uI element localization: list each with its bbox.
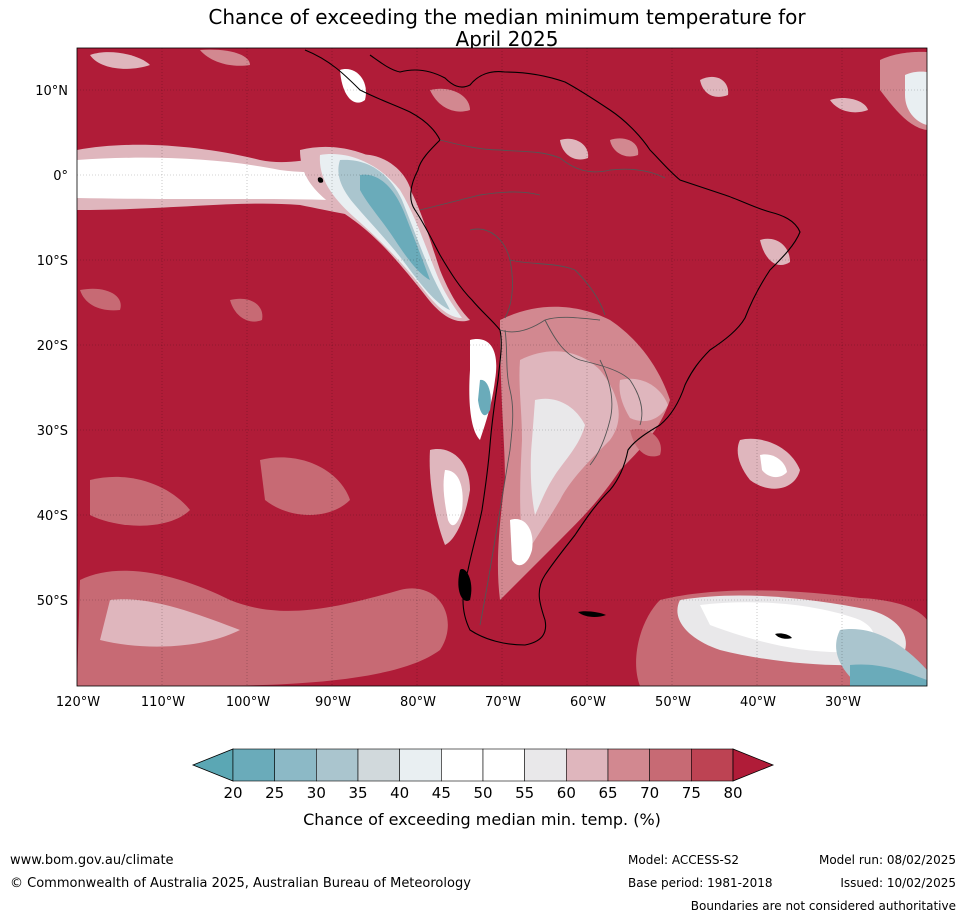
colorbar-tick-label: 70 (640, 784, 659, 802)
lon-label-70w: 70°W (485, 695, 521, 710)
colorbar-tick-label: 40 (390, 784, 409, 802)
footer-copyright: © Commonwealth of Australia 2025, Austra… (10, 876, 471, 891)
colorbar-tick-label: 50 (473, 784, 492, 802)
colorbar-segment (607, 748, 650, 782)
lat-label-10s: 10°S (37, 254, 68, 269)
ocean-patches (77, 49, 927, 686)
colorbar-tick-label: 60 (557, 784, 576, 802)
map-frame (76, 47, 928, 687)
lat-label-40s: 40°S (37, 509, 68, 524)
map-title-line2: April 2025 (455, 27, 559, 51)
colorbar: 20 25 30 35 40 45 50 55 60 65 70 75 80 (191, 748, 775, 802)
lon-label-90w: 90°W (315, 695, 351, 710)
colorbar-segment (566, 748, 609, 782)
colorbar-segment (482, 748, 525, 782)
lat-label-20s: 20°S (37, 339, 68, 354)
footer-website[interactable]: www.bom.gov.au/climate (10, 853, 174, 868)
colorbar-tick-label: 65 (598, 784, 617, 802)
colorbar-label: Chance of exceeding median min. temp. (%… (303, 810, 661, 829)
colorbar-segment (524, 748, 567, 782)
colorbar-segment (691, 748, 734, 782)
country-borders (419, 139, 666, 626)
lon-label-50w: 50°W (655, 695, 691, 710)
lat-label-50s: 50°S (37, 594, 68, 609)
colorbar-tick-label: 75 (682, 784, 701, 802)
graticule (77, 48, 927, 686)
lon-label-110w: 110°W (141, 695, 185, 710)
colorbar-segment (441, 748, 484, 782)
map-area (77, 48, 927, 686)
longitude-labels: 120°W 110°W 100°W 90°W 80°W 70°W 60°W 50… (56, 695, 861, 710)
colorbar-tick-label: 45 (432, 784, 451, 802)
lat-label-0: 0° (53, 169, 68, 184)
colorbar-segment (232, 748, 275, 782)
footer-model: Model: ACCESS-S2 (628, 853, 740, 867)
south-america-coastline (304, 49, 801, 646)
lon-label-100w: 100°W (226, 695, 270, 710)
lon-label-60w: 60°W (570, 695, 606, 710)
colorbar-segment (399, 748, 442, 782)
lat-label-10n: 10°N (35, 84, 68, 99)
colorbar-extension-high (732, 748, 775, 782)
lat-label-30s: 30°S (37, 424, 68, 439)
continent-interior-shading (497, 306, 670, 600)
footer-model-run: Model run: 08/02/2025 (818, 853, 956, 867)
colorbar-tick-label: 35 (348, 784, 367, 802)
colorbar-tick-label: 25 (265, 784, 284, 802)
lon-label-80w: 80°W (400, 695, 436, 710)
lon-label-30w: 30°W (825, 695, 861, 710)
footer-issued: Issued: 10/02/2025 (840, 876, 956, 890)
latitude-labels: 10°N 0° 10°S 20°S 30°S 40°S 50°S (35, 84, 68, 609)
footer-base-period: Base period: 1981-2018 (628, 876, 773, 890)
footer-disclaimer: Boundaries are not considered authoritat… (690, 899, 956, 913)
map-title-line1: Chance of exceeding the median minimum t… (208, 5, 806, 29)
islands (317, 177, 792, 639)
colorbar-segment (357, 748, 400, 782)
colorbar-extension-low (191, 748, 234, 782)
colorbar-segment (274, 748, 317, 782)
colorbar-tick-label: 20 (223, 784, 242, 802)
colorbar-tick-label: 55 (515, 784, 534, 802)
lon-label-40w: 40°W (740, 695, 776, 710)
lon-label-120w: 120°W (56, 695, 100, 710)
pacific-cold-tongue (300, 146, 497, 545)
colorbar-segment (316, 748, 359, 782)
colorbar-tick-label: 80 (723, 784, 742, 802)
colorbar-segment (649, 748, 692, 782)
colorbar-tick-label: 30 (307, 784, 326, 802)
